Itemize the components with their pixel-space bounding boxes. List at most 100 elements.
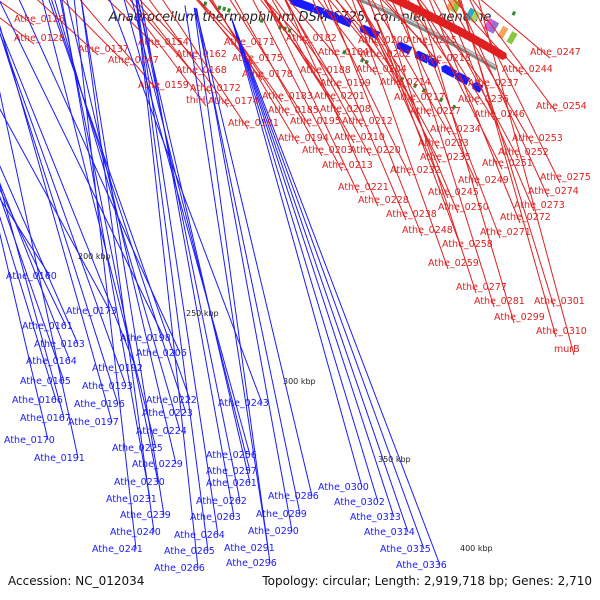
forward-gene-label: Athe_0212	[342, 116, 393, 127]
forward-gene-label: Athe_0259	[428, 258, 479, 269]
reverse-gene-label: Athe_0313	[350, 512, 401, 523]
tick-label: 200 kbp	[78, 252, 111, 261]
reverse-leader-line	[0, 0, 165, 339]
forward-leader-line	[351, 0, 449, 270]
reverse-gene-label: Athe_0206	[136, 348, 187, 359]
forward-leader-line	[460, 0, 557, 338]
reverse-gene-label: Athe_0336	[396, 560, 447, 571]
reverse-gene-label: Athe_0165	[20, 376, 71, 387]
forward-gene-label: Athe_0247	[530, 47, 581, 58]
feature-block	[506, 31, 518, 45]
reverse-gene-arrow	[340, 16, 353, 28]
reverse-leader-line	[231, 18, 441, 566]
forward-leader-line	[79, 0, 159, 92]
forward-gene-label: Athe_0220	[350, 145, 401, 156]
reverse-gene-label: Athe_0263	[190, 512, 241, 523]
forward-leader-line	[459, 0, 555, 308]
forward-leader-line	[391, 0, 479, 187]
rna-marker	[451, 104, 457, 110]
reverse-leader-line	[231, 18, 363, 488]
reverse-gene-label: Athe_0224	[136, 426, 187, 437]
reverse-leader-line	[0, 195, 65, 382]
forward-leader-line	[288, 0, 339, 59]
reverse-gene-label: Athe_0161	[22, 321, 73, 332]
reverse-leader-line	[0, 182, 71, 362]
forward-leader-line	[336, 0, 401, 89]
reverse-leader-line	[0, 215, 57, 401]
reverse-gene-arrow	[303, 2, 315, 13]
forward-leader-line	[129, 0, 197, 77]
forward-leader-line	[344, 0, 415, 104]
reverse-leader-line	[231, 18, 395, 518]
reverse-leader-line	[193, 7, 271, 564]
reverse-gene-label: Athe_0314	[364, 527, 415, 538]
forward-leader-line	[368, 0, 463, 251]
forward-gene-label: Athe_0181	[228, 118, 279, 129]
forward-leader-line	[284, 0, 379, 207]
reverse-leader-line	[41, 0, 157, 449]
reverse-gene-label: Athe_0230	[114, 477, 165, 488]
forward-leader-line	[408, 0, 501, 239]
feature-block	[450, 0, 462, 14]
rna-marker	[222, 6, 227, 12]
forward-leader-line	[125, 0, 207, 107]
forward-gene-label: Athe_0194	[278, 133, 329, 144]
forward-gene-label: Athe_0232	[390, 165, 441, 176]
forward-gene-label: Athe_0277	[456, 282, 507, 293]
forward-gene-label: Athe_0188	[300, 65, 351, 76]
reverse-leader-line	[184, 5, 269, 549]
forward-leader-line	[328, 0, 381, 61]
forward-leader-line	[335, 0, 379, 47]
reverse-gene-label: Athe_0197	[68, 417, 119, 428]
forward-leader-line	[379, 0, 477, 294]
forward-leader-line	[317, 0, 377, 76]
forward-leader-line	[433, 0, 519, 159]
forward-gene-label: Athe_0183	[262, 91, 313, 102]
reverse-gene-arrow	[458, 74, 471, 86]
forward-leader-line	[453, 0, 523, 76]
forward-leader-line	[472, 0, 557, 113]
reverse-gene-label: Athe_0163	[34, 339, 85, 350]
reverse-leader-line	[195, 8, 313, 497]
forward-gene-label: Athe_0203	[302, 145, 353, 156]
forward-leader-line	[312, 0, 407, 221]
forward-gene-label: Athe_0227	[410, 106, 461, 117]
forward-gene-label: Athe_0168	[176, 65, 227, 76]
forward-leader-line	[381, 0, 427, 47]
forward-leader-line	[285, 0, 371, 157]
reverse-leader-line	[0, 24, 113, 423]
reverse-leader-line	[135, 0, 209, 552]
forward-gene-label: Athe_0154	[138, 37, 189, 48]
feature-block	[497, 25, 509, 40]
forward-leader-line	[229, 0, 311, 128]
forward-leader-line	[162, 0, 249, 130]
forward-gene-label: Athe_0301	[534, 296, 585, 307]
reverse-gene-label: Athe_0198	[120, 333, 171, 344]
forward-leader-line	[208, 0, 283, 103]
reverse-leader-line	[231, 18, 425, 550]
forward-leader-line	[271, 0, 355, 144]
forward-gene-label: Athe_0272	[500, 212, 551, 223]
forward-gene-label: Athe_0249	[458, 175, 509, 186]
reverse-leader-line	[137, 0, 241, 502]
reverse-leader-line	[73, 0, 137, 550]
reverse-gene-label: Athe_0261	[206, 478, 257, 489]
forward-gene-label: Athe_0250	[438, 202, 489, 213]
reverse-leader-line	[48, 0, 191, 401]
forward-gene-label: Athe_0126	[14, 14, 65, 25]
forward-leader-line	[197, 0, 263, 81]
reverse-gene-label: Athe_0300	[318, 482, 369, 493]
reverse-gene-label: Athe_0193	[82, 381, 133, 392]
reverse-gene-label: Athe_0257	[206, 466, 257, 477]
forward-gene-label: Athe_0221	[338, 182, 389, 193]
forward-leader-line	[359, 0, 449, 199]
forward-gene-label: murB	[554, 344, 580, 355]
reverse-gene-label: Athe_0222	[146, 395, 197, 406]
forward-leader-line	[234, 0, 323, 157]
accession-text: Accession: NC_012034	[8, 574, 145, 588]
reverse-gene-label: Athe_0262	[196, 496, 247, 507]
forward-leader-line	[480, 0, 551, 59]
rna-marker	[203, 1, 208, 6]
reverse-gene-label: Athe_0286	[268, 491, 319, 502]
forward-gene-label: Athe_0147	[108, 55, 159, 66]
